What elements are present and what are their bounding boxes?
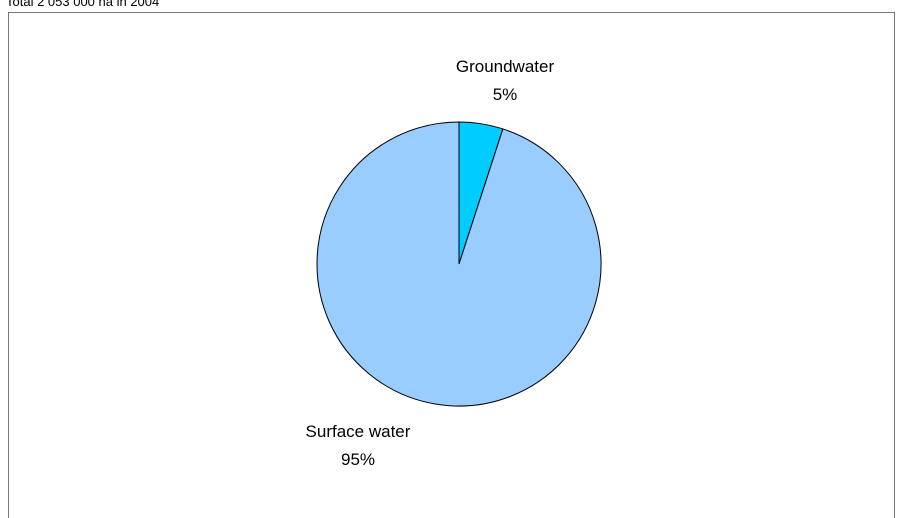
value-label: 5% bbox=[493, 85, 518, 104]
value-label: 95% bbox=[341, 450, 375, 469]
slice-label: Surface water bbox=[306, 422, 411, 441]
pie-slice bbox=[316, 121, 602, 407]
chart-title: Total 2 053 000 ha in 2004 bbox=[6, 0, 159, 9]
slice-label: Groundwater bbox=[456, 57, 555, 76]
